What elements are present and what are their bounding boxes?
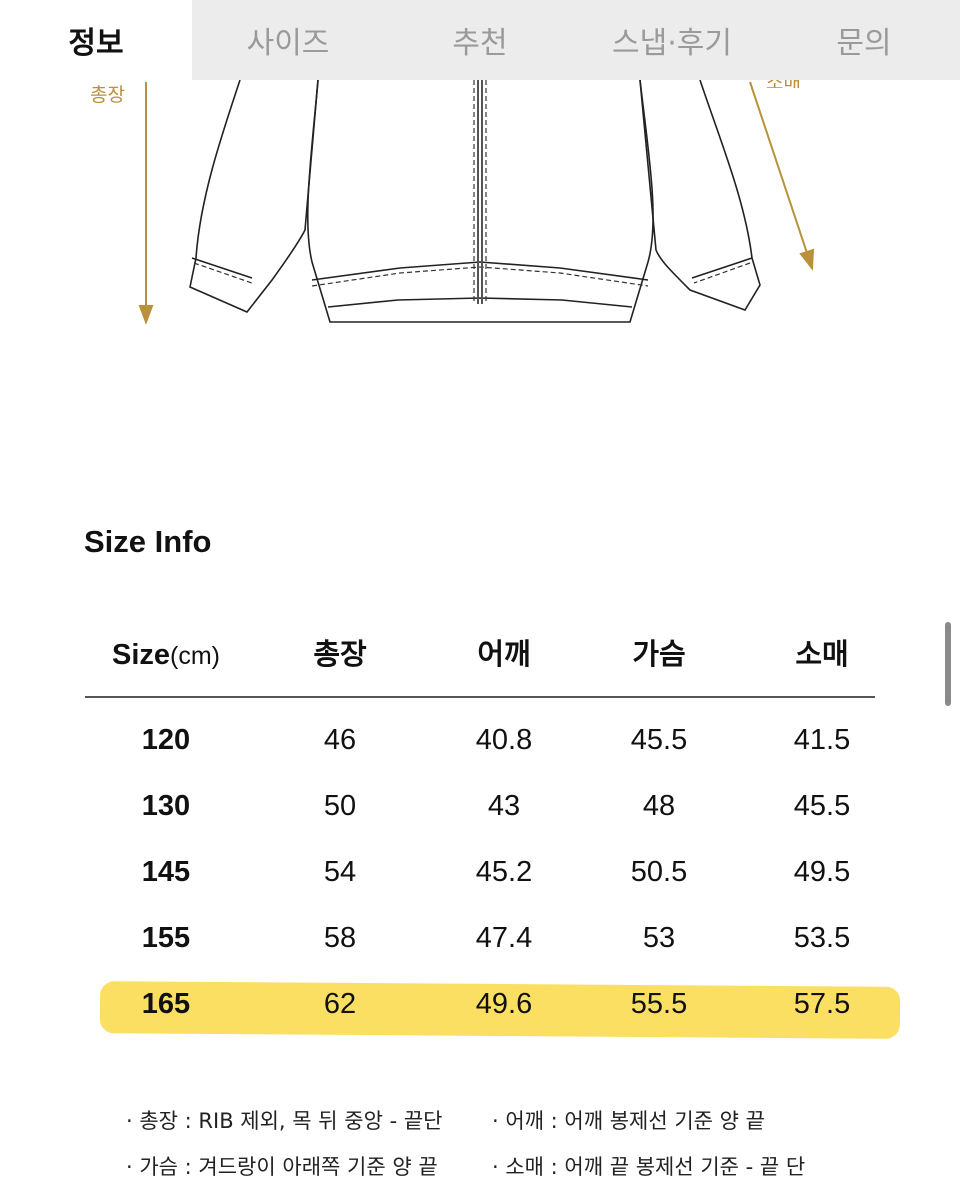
tab-snap-review[interactable]: 스냅·후기 xyxy=(576,0,768,80)
header-unit: (cm) xyxy=(170,642,220,670)
value-cell: 50 xyxy=(323,790,357,822)
note-shoulder: · 어깨 : 어깨 봉제선 기준 양 끝 xyxy=(492,1109,765,1133)
value-cell: 50.5 xyxy=(630,856,688,888)
size-cell: 130 xyxy=(141,790,191,822)
value-cell: 49.5 xyxy=(793,856,851,888)
value-cell: 45.2 xyxy=(475,856,533,888)
tab-bar: 정보 사이즈 추천 스냅·후기 문의 xyxy=(0,0,960,80)
header-sleeve: 소매 xyxy=(795,639,849,671)
value-cell: 43 xyxy=(487,790,521,822)
header-divider xyxy=(85,696,875,698)
value-cell: 53 xyxy=(642,922,676,954)
header-length: 총장 xyxy=(313,639,367,671)
header-shoulder: 어깨 xyxy=(477,639,531,671)
value-cell: 62 xyxy=(323,988,357,1020)
tab-inquiry[interactable]: 문의 xyxy=(768,0,960,80)
table-row: 165 62 49.6 55.5 57.5 xyxy=(85,974,875,1034)
header-size-label: Size xyxy=(111,639,171,671)
value-cell: 54 xyxy=(323,856,357,888)
value-cell: 55.5 xyxy=(630,988,688,1020)
note-sleeve: · 소매 : 어깨 끝 봉제선 기준 - 끝 단 xyxy=(492,1155,806,1179)
jacket-left-sleeve xyxy=(189,79,319,313)
jacket-size-diagram xyxy=(138,79,815,325)
table-row: 155 58 47.4 53 53.5 xyxy=(85,908,875,968)
tab-info[interactable]: 정보 xyxy=(0,0,192,80)
value-cell: 45.5 xyxy=(793,790,851,822)
header-chest: 가슴 xyxy=(632,639,686,671)
size-cell: 155 xyxy=(141,922,191,954)
value-cell: 53.5 xyxy=(793,922,851,954)
jacket-body xyxy=(306,79,654,323)
size-cell: 165 xyxy=(141,988,191,1020)
size-cell: 120 xyxy=(141,724,191,756)
value-cell: 58 xyxy=(323,922,357,954)
value-cell: 41.5 xyxy=(793,724,851,756)
header-size: Size(cm) xyxy=(66,625,266,686)
section-title: Size Info xyxy=(84,524,212,559)
value-cell: 49.6 xyxy=(475,988,533,1020)
tab-size[interactable]: 사이즈 xyxy=(192,0,384,80)
jacket-right-sleeve xyxy=(639,79,761,311)
size-cell: 145 xyxy=(141,856,191,888)
table-row: 145 54 45.2 50.5 49.5 xyxy=(85,842,875,902)
note-chest: · 가슴 : 겨드랑이 아래쪽 기준 양 끝 xyxy=(126,1155,438,1179)
tab-recommend[interactable]: 추천 xyxy=(384,0,576,80)
scrollbar[interactable] xyxy=(945,622,951,706)
length-label: 총장 xyxy=(90,84,125,106)
value-cell: 40.8 xyxy=(475,724,533,756)
value-cell: 46 xyxy=(323,724,357,756)
note-length: · 총장 : RIB 제외, 목 뒤 중앙 - 끝단 xyxy=(126,1109,443,1133)
value-cell: 57.5 xyxy=(793,988,851,1020)
table-row: 120 46 40.8 45.5 41.5 xyxy=(85,710,875,770)
table-row: 130 50 43 48 45.5 xyxy=(85,776,875,836)
value-cell: 48 xyxy=(642,790,676,822)
value-cell: 45.5 xyxy=(630,724,688,756)
sleeve-arrow xyxy=(749,81,809,257)
value-cell: 47.4 xyxy=(475,922,533,954)
table-header: Size(cm) 총장 어깨 가슴 소매 xyxy=(85,625,875,685)
